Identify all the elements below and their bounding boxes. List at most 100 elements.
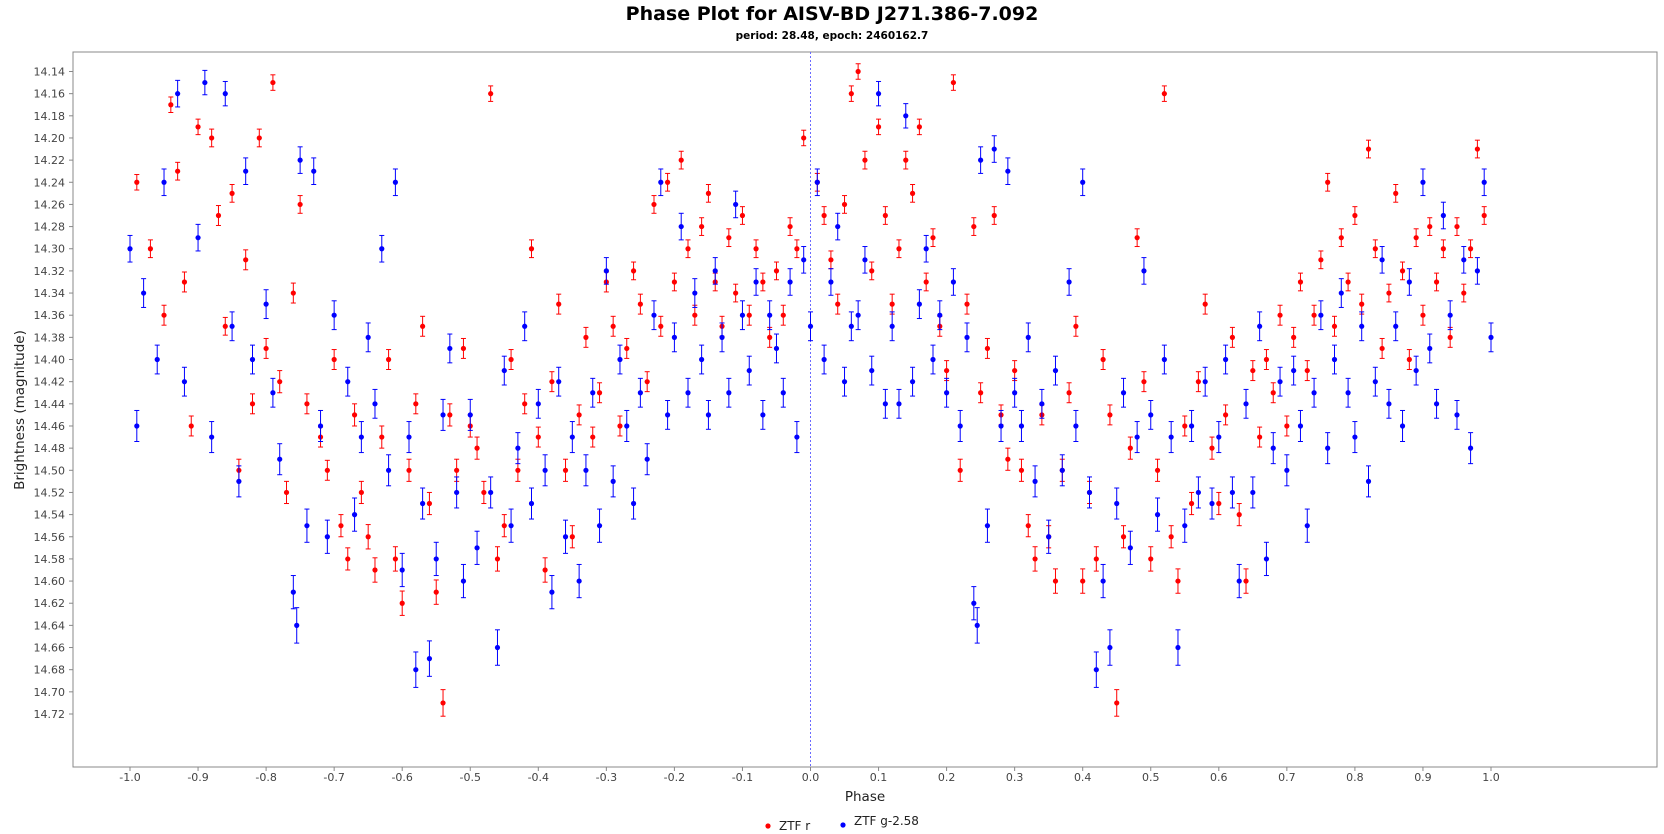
point-marker	[835, 223, 841, 230]
data-point	[733, 283, 739, 303]
point-marker	[794, 246, 800, 252]
point-marker	[726, 235, 732, 241]
data-point	[406, 421, 412, 454]
data-point	[644, 371, 650, 393]
point-marker	[767, 312, 773, 318]
point-marker	[413, 401, 419, 407]
data-point	[699, 217, 705, 236]
point-marker	[1182, 423, 1188, 429]
data-point	[501, 355, 507, 386]
point-marker	[1005, 168, 1011, 174]
point-marker	[1100, 356, 1106, 363]
point-marker	[1229, 489, 1236, 496]
point-marker	[746, 367, 752, 374]
point-marker	[1311, 312, 1317, 318]
point-marker	[1148, 412, 1154, 418]
x-axis-label: Phase	[845, 789, 885, 805]
point-marker	[617, 423, 623, 429]
point-marker	[202, 79, 208, 86]
point-marker	[1372, 246, 1378, 252]
y-tick-label: 14.56	[34, 531, 66, 544]
y-tick-label: 14.24	[34, 176, 66, 189]
point-marker	[1284, 467, 1290, 473]
data-point	[1433, 272, 1440, 292]
point-marker	[222, 323, 228, 329]
point-marker	[1359, 323, 1365, 329]
point-marker	[304, 523, 310, 529]
point-marker	[862, 157, 868, 163]
point-marker	[971, 600, 977, 606]
point-marker	[1427, 223, 1433, 230]
point-marker	[705, 190, 712, 196]
data-point	[1257, 426, 1263, 448]
point-marker	[1399, 423, 1406, 429]
point-marker	[542, 567, 548, 573]
x-tick-label: 0.1	[870, 771, 888, 784]
point-marker	[1134, 235, 1140, 241]
data-point	[1107, 629, 1113, 666]
data-point	[1277, 304, 1283, 326]
y-tick-label: 14.32	[34, 265, 66, 278]
data-point	[1175, 568, 1181, 594]
data-point	[1420, 168, 1426, 197]
data-point	[283, 480, 290, 505]
point-marker	[379, 434, 385, 440]
point-marker	[222, 91, 228, 97]
point-marker	[515, 467, 521, 473]
data-point	[351, 403, 358, 427]
data-point	[454, 476, 460, 509]
point-marker	[1263, 356, 1270, 363]
point-marker	[596, 523, 603, 529]
point-marker	[1032, 478, 1038, 484]
data-point	[147, 239, 154, 259]
point-marker	[1216, 434, 1222, 440]
point-marker	[1277, 379, 1283, 385]
point-marker	[678, 157, 684, 163]
data-point	[746, 304, 752, 326]
data-point	[882, 388, 888, 419]
point-marker	[508, 356, 514, 363]
point-marker	[869, 367, 875, 374]
point-marker	[420, 323, 426, 329]
data-point	[420, 315, 426, 337]
x-tick-label: 0.6	[1210, 771, 1228, 784]
point-marker	[549, 379, 555, 385]
data-point	[1229, 326, 1236, 348]
data-point	[787, 268, 793, 296]
data-point	[889, 311, 895, 342]
point-marker	[780, 390, 786, 396]
point-marker	[290, 290, 296, 296]
data-point	[1372, 239, 1378, 259]
point-marker	[1250, 489, 1256, 496]
data-point	[1236, 503, 1242, 527]
point-marker	[1195, 489, 1201, 496]
point-marker	[474, 445, 480, 451]
plot-area	[72, 51, 1658, 768]
data-point	[297, 146, 303, 174]
point-marker	[1420, 179, 1426, 185]
point-marker	[297, 157, 303, 163]
data-point	[1433, 388, 1440, 419]
point-marker	[875, 124, 882, 130]
data-point	[1420, 304, 1426, 326]
data-point	[767, 300, 773, 331]
point-marker	[923, 279, 929, 285]
point-marker	[767, 334, 773, 340]
data-point	[522, 311, 528, 342]
point-marker	[454, 489, 460, 496]
data-point	[746, 355, 752, 386]
data-point	[1188, 409, 1195, 442]
data-point	[719, 322, 725, 353]
data-point	[324, 519, 330, 554]
data-point	[1168, 525, 1174, 549]
x-tick-label: 0.7	[1278, 771, 1296, 784]
data-point	[1148, 400, 1154, 430]
point-marker	[440, 412, 446, 418]
data-point	[127, 234, 133, 263]
x-axis: -1.0 -0.9 -0.8 -0.7 -0.6 -0.5 -0.4 -0.3 -0.2 -0.1…	[119, 767, 1500, 784]
point-marker	[294, 622, 300, 628]
y-tick-label: 14.66	[34, 642, 66, 655]
data-point	[1270, 432, 1276, 465]
point-marker	[433, 589, 439, 595]
data-point	[1154, 458, 1161, 482]
